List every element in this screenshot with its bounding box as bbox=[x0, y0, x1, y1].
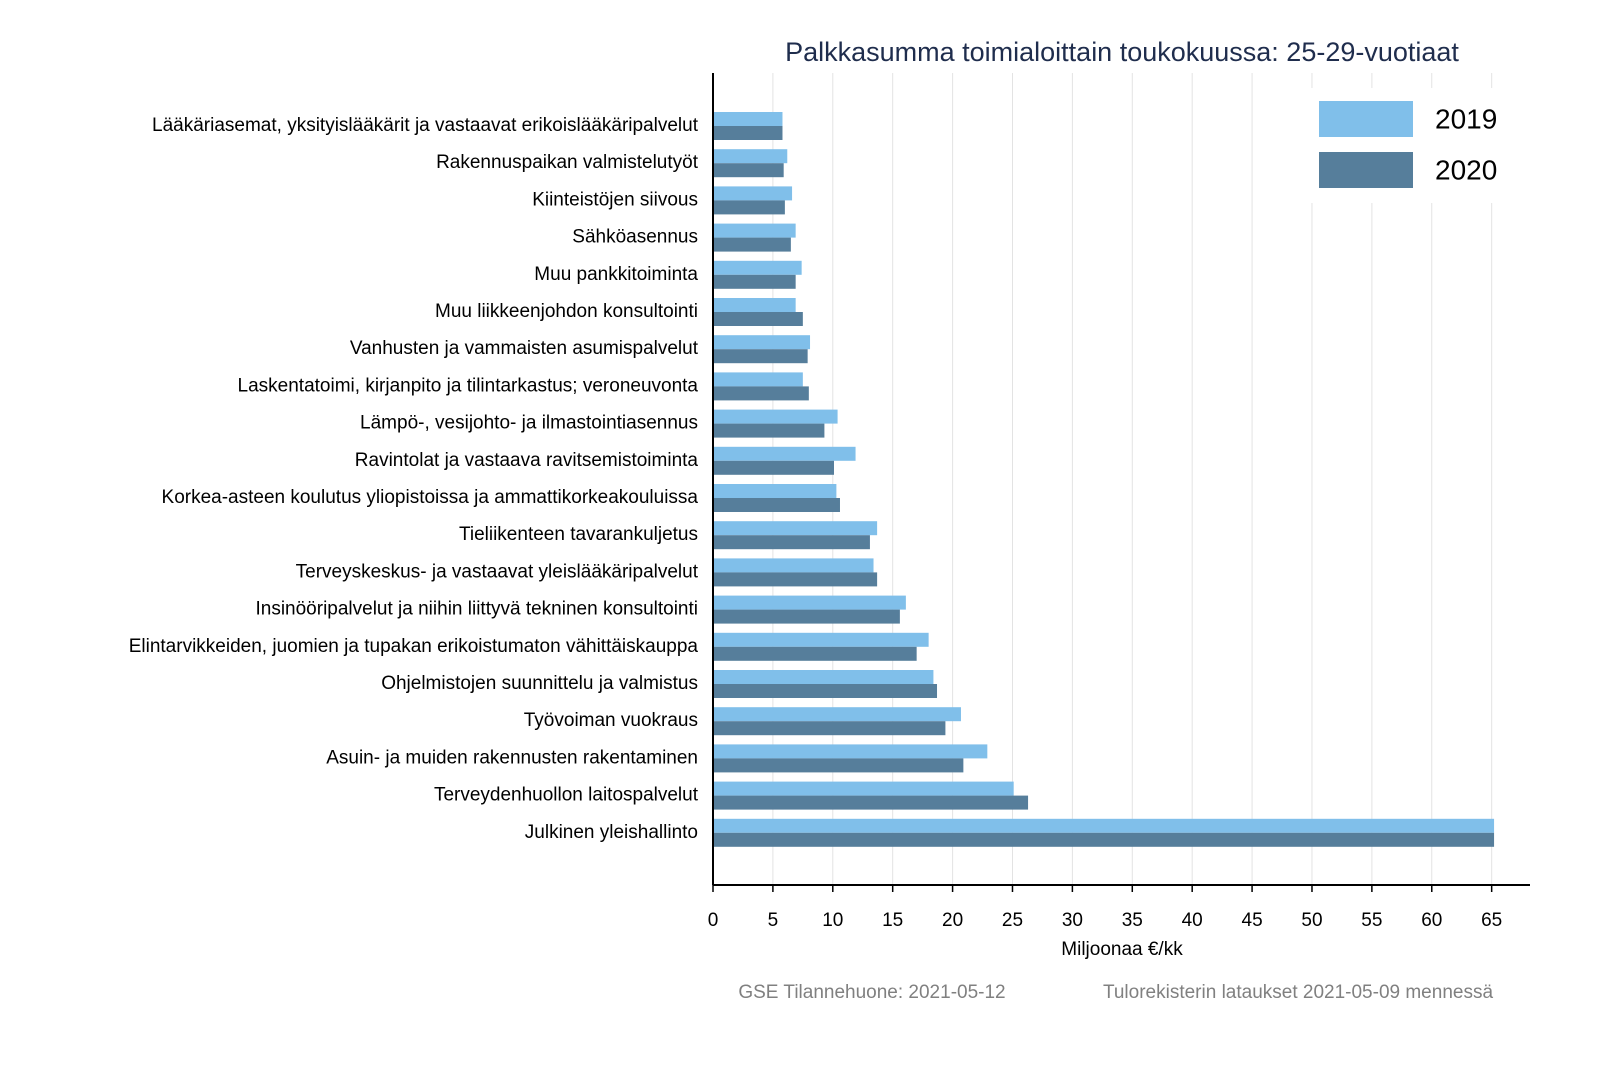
bar bbox=[713, 795, 1029, 810]
x-tick-label: 50 bbox=[1301, 910, 1322, 931]
y-tick-label: Ravintolat ja vastaava ravitsemistoimint… bbox=[355, 450, 699, 471]
y-tick-label: Tieliikenteen tavarankuljetus bbox=[459, 524, 698, 545]
x-tick-label: 20 bbox=[942, 910, 963, 931]
x-tick-label: 30 bbox=[1062, 910, 1083, 931]
bar bbox=[713, 744, 988, 759]
bar bbox=[713, 335, 811, 350]
y-tick-label: Korkea-asteen koulutus yliopistoissa ja … bbox=[162, 487, 699, 508]
y-tick-label: Ohjelmistojen suunnittelu ja valmistus bbox=[381, 673, 698, 694]
legend-label: 2019 bbox=[1435, 103, 1497, 134]
bar bbox=[713, 781, 1014, 796]
bar bbox=[713, 274, 796, 289]
bar bbox=[713, 646, 917, 661]
bar bbox=[713, 409, 838, 424]
y-tick-label: Kiinteistöjen siivous bbox=[532, 189, 698, 210]
x-tick-label: 5 bbox=[768, 910, 779, 931]
bar bbox=[713, 349, 808, 364]
bar bbox=[713, 484, 837, 498]
y-tick-label: Vanhusten ja vammaisten asumispalvelut bbox=[350, 338, 699, 359]
x-tick-label: 45 bbox=[1242, 910, 1263, 931]
bar bbox=[713, 609, 900, 624]
bar bbox=[713, 558, 874, 573]
y-tick-label: Rakennuspaikan valmistelutyöt bbox=[436, 152, 699, 173]
bar bbox=[713, 684, 938, 698]
bar bbox=[713, 595, 906, 610]
y-tick-label: Sähköasennus bbox=[572, 227, 698, 248]
bar bbox=[713, 200, 785, 215]
bar bbox=[713, 460, 834, 475]
bar bbox=[713, 572, 878, 587]
x-tick-label: 15 bbox=[882, 910, 903, 931]
bar bbox=[713, 149, 788, 164]
bar bbox=[713, 832, 1495, 847]
bar bbox=[713, 423, 825, 438]
bar bbox=[713, 818, 1495, 833]
bar bbox=[713, 312, 803, 326]
legend-label: 2020 bbox=[1435, 154, 1497, 185]
legend-swatch bbox=[1319, 101, 1413, 137]
y-tick-label: Insinööripalvelut ja niihin liittyvä tek… bbox=[255, 599, 698, 620]
bar bbox=[713, 721, 946, 736]
y-tick-label: Elintarvikkeiden, juomien ja tupakan eri… bbox=[129, 636, 699, 657]
legend-swatch bbox=[1319, 152, 1413, 188]
x-axis-label: Miljoonaa €/kk bbox=[1061, 939, 1183, 960]
bar bbox=[713, 372, 803, 387]
y-tick-label: Työvoiman vuokraus bbox=[524, 710, 698, 731]
y-tick-label: Lämpö-, vesijohto- ja ilmastointiasennus bbox=[360, 413, 698, 434]
bar bbox=[713, 707, 961, 722]
y-tick-label: Terveydenhuollon laitospalvelut bbox=[434, 785, 699, 806]
footer: Tulorekisterin lataukset 2021-05-09 menn… bbox=[1103, 982, 1493, 1003]
x-tick-label: 10 bbox=[822, 910, 843, 931]
bar bbox=[713, 521, 878, 536]
bar bbox=[713, 112, 783, 126]
bar bbox=[713, 670, 934, 684]
footer: GSE Tilannehuone: 2021-05-12 bbox=[738, 982, 1005, 1003]
bar bbox=[713, 126, 783, 140]
bar bbox=[713, 386, 809, 401]
bar bbox=[713, 446, 856, 461]
bar bbox=[713, 498, 840, 512]
bar bbox=[713, 163, 784, 178]
x-tick-label: 60 bbox=[1421, 910, 1442, 931]
bar bbox=[713, 186, 793, 201]
bar bbox=[713, 632, 929, 647]
x-tick-label: 0 bbox=[708, 910, 719, 931]
bar bbox=[713, 758, 964, 773]
x-tick-label: 25 bbox=[1002, 910, 1023, 931]
y-tick-label: Lääkäriasemat, yksityislääkärit ja vasta… bbox=[152, 115, 699, 136]
chart-title: Palkkasumma toimialoittain toukokuussa: … bbox=[785, 37, 1459, 67]
y-tick-label: Muu liikkeenjohdon konsultointi bbox=[435, 301, 698, 322]
y-tick-label: Terveyskeskus- ja vastaavat yleislääkäri… bbox=[296, 561, 699, 582]
y-tick-label: Asuin- ja muiden rakennusten rakentamine… bbox=[326, 747, 698, 768]
x-tick-label: 55 bbox=[1361, 910, 1382, 931]
x-tick-label: 40 bbox=[1182, 910, 1203, 931]
y-tick-label: Muu pankkitoiminta bbox=[534, 264, 698, 285]
x-tick-label: 35 bbox=[1122, 910, 1143, 931]
bar bbox=[713, 535, 870, 550]
bar bbox=[713, 298, 796, 312]
bar bbox=[713, 223, 796, 238]
bar bbox=[713, 237, 791, 252]
bar bbox=[713, 260, 802, 275]
y-tick-label: Laskentatoimi, kirjanpito ja tilintarkas… bbox=[238, 375, 699, 396]
x-tick-label: 65 bbox=[1481, 910, 1502, 931]
y-tick-label: Julkinen yleishallinto bbox=[525, 822, 698, 843]
